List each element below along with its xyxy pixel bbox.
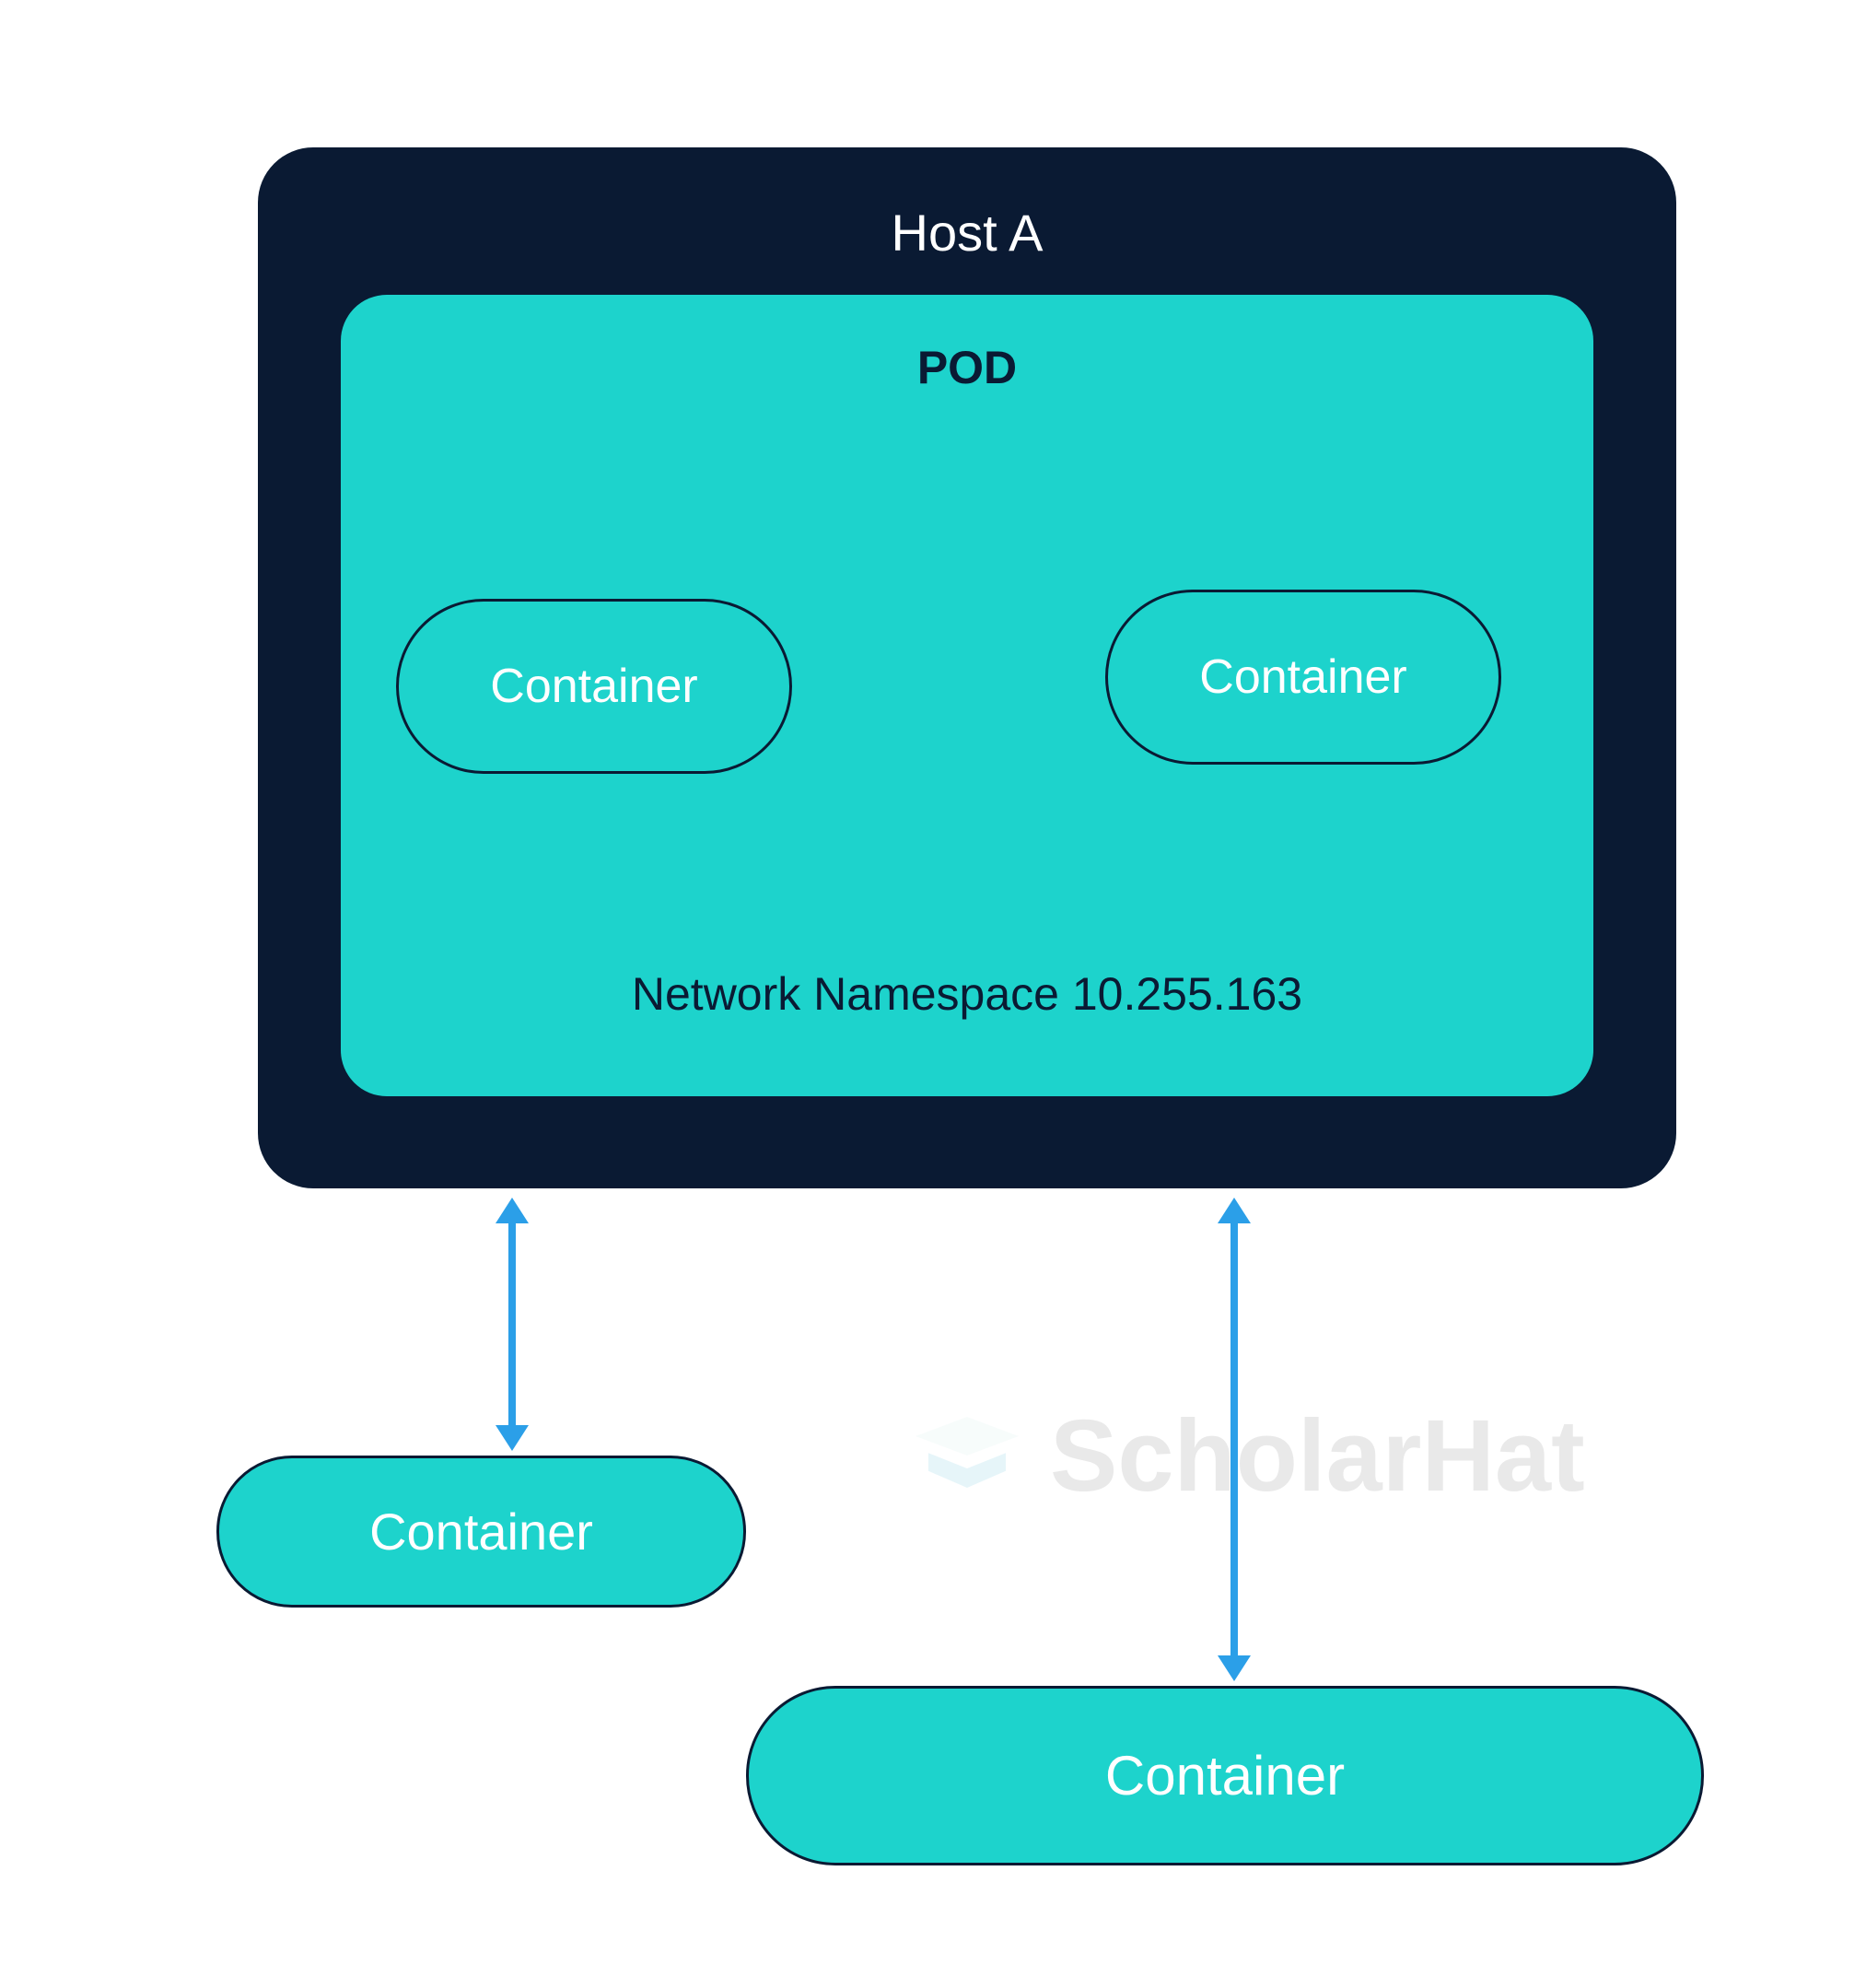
arrow-line [1230,1223,1238,1655]
arrow-head-down-icon [1218,1655,1251,1681]
scholarhat-icon [903,1391,1032,1520]
inner-container: Container [396,599,792,774]
outer-container: Container [746,1686,1704,1865]
outer-container: Container [216,1456,746,1608]
container-label: Container [1105,1744,1345,1807]
network-namespace-label: Network Namespace 10.255.163 [341,967,1593,1021]
arrow-head-up-icon [496,1198,529,1223]
arrow-line [508,1223,516,1425]
container-label: Container [1199,649,1406,705]
watermark-text: ScholarHat [1050,1397,1585,1514]
container-label: Container [490,659,697,714]
arrow-head-down-icon [496,1425,529,1451]
arrow-head-up-icon [1218,1198,1251,1223]
inner-container: Container [1105,590,1501,765]
host-title: Host A [258,147,1676,263]
container-label: Container [369,1502,593,1561]
watermark: ScholarHat [903,1391,1585,1520]
pod-title: POD [341,295,1593,394]
